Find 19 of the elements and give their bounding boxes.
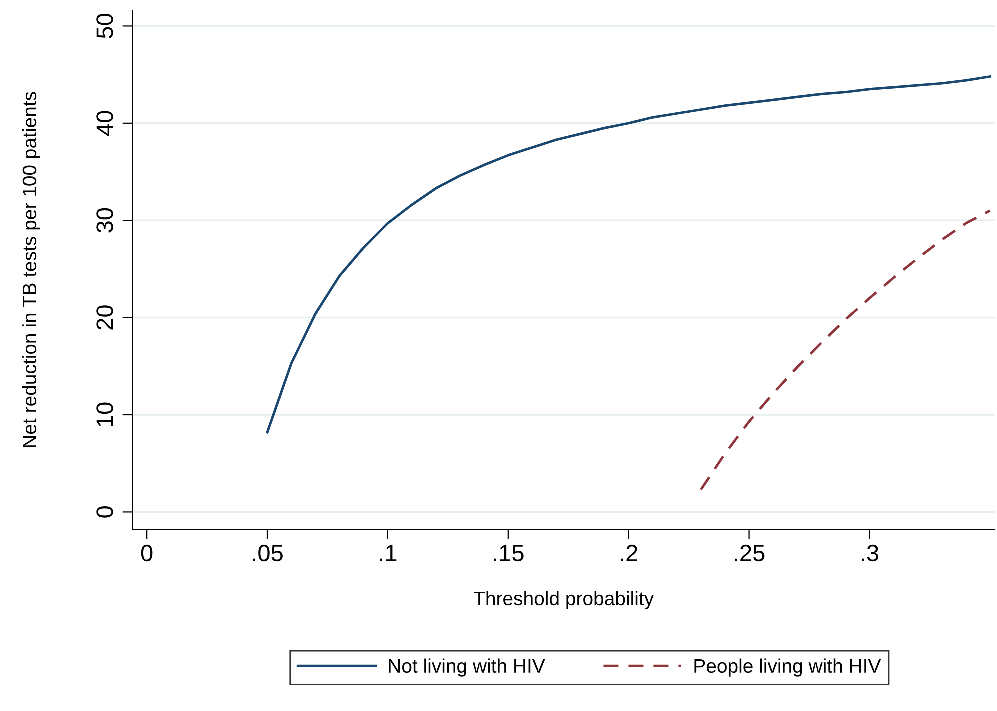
x-tick-label: .15 (494, 545, 524, 562)
x-tick-label: .1 (380, 545, 397, 562)
x-axis-title: Threshold probability (474, 591, 654, 610)
y-tick-label: 50 (96, 14, 114, 38)
y-tick-label: 30 (96, 208, 114, 233)
y-tick-label: 0 (96, 506, 114, 518)
legend-label: Not living with HIV (389, 658, 546, 677)
x-tick-label: .25 (735, 544, 765, 562)
y-tick-label: 20 (96, 306, 114, 330)
x-tick-label: .05 (253, 544, 283, 562)
x-tick-label: .2 (621, 544, 638, 562)
y-tick-label: 40 (96, 111, 114, 136)
y-tick-label: 10 (96, 402, 114, 426)
line-series (266, 76, 992, 434)
x-tick-label: 0 (141, 544, 153, 562)
y-axis-title: Net reduction in TB tests per 100 patients (22, 92, 40, 448)
legend-label: People living with HIV (694, 658, 882, 677)
x-tick-label: .3 (862, 544, 879, 562)
line-series (700, 210, 992, 492)
